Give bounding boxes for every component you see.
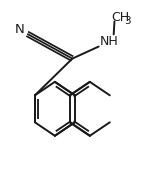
Text: CH: CH: [111, 11, 129, 24]
Text: 3: 3: [124, 16, 131, 26]
Text: N: N: [15, 23, 25, 36]
Text: NH: NH: [100, 35, 118, 48]
